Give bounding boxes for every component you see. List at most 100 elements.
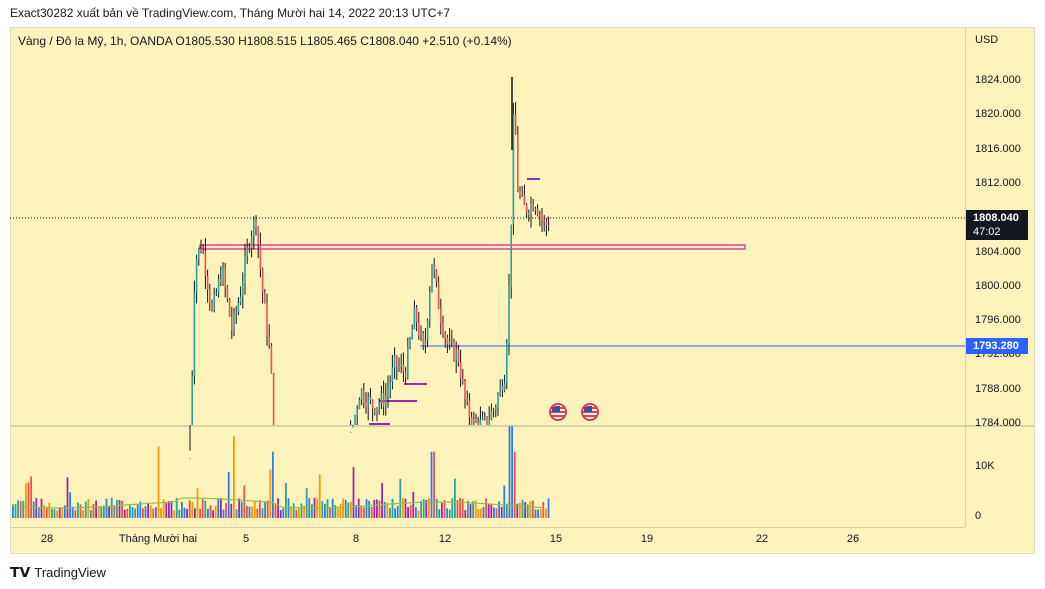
volume-bar [131,507,134,518]
candle-body [459,362,462,379]
candle-body [534,208,537,211]
volume-bar [272,451,274,518]
volume-bar [64,505,66,518]
volume-bar [480,508,482,518]
candle-body [464,380,466,399]
volume-bar [493,507,495,518]
volume-bar [547,498,550,518]
volume-bar [376,499,378,518]
volume-bar [545,508,547,518]
volume-bar [521,499,524,518]
support-zone[interactable] [199,244,746,250]
price-tick: 1784.000 [975,417,1021,429]
volume-bar [300,503,303,518]
price-tick: 1820.000 [975,108,1021,120]
volume-bar [441,502,443,518]
volume-bar [217,499,220,518]
volume-bar [339,503,342,518]
volume-bar [404,498,407,518]
candle-body [506,343,508,384]
candle-body [530,203,532,215]
candle-body [400,364,402,367]
candle-body [374,409,376,413]
candle-body [475,418,477,422]
volume-bar [201,498,204,518]
volume-bar [233,436,235,518]
volume-bar [331,498,334,518]
candle-body [468,400,471,418]
candle-body [191,376,193,425]
volume-bar [12,504,14,518]
candle-body [440,308,442,323]
volume-bar [142,508,144,518]
volume-bar [74,510,77,518]
volume-bar [485,498,487,518]
volume-bar [446,508,448,518]
volume-bar [324,503,326,518]
volume-bar [45,508,48,518]
candle-body [442,322,444,335]
volume-bar [482,506,485,518]
price-axis[interactable] [965,27,1035,527]
volume-bar [110,497,113,518]
volume-bar [194,508,196,518]
currency-label[interactable]: USD [975,34,999,46]
volume-bar [90,510,92,518]
volume-bar [209,505,212,518]
volume-bar [503,485,506,518]
volume-bar [311,504,313,518]
volume-bar [227,472,230,518]
time-axis[interactable] [10,527,965,554]
candle-body [486,416,488,425]
volume-bar [511,426,513,518]
volume-bar [326,499,329,518]
candle-body [270,345,273,374]
volume-bar [248,506,251,518]
candle-body [547,225,550,226]
candle-body [435,270,438,282]
volume-bar [225,502,227,518]
volume-bar [506,503,508,518]
volume-bar [170,501,173,518]
volume-group [11,426,550,518]
volume-bar [51,509,53,518]
time-tick: 8 [352,533,360,545]
candle-body [235,311,237,313]
tradingview-logo[interactable]: 𝗧𝗩 TradingView [10,564,106,581]
volume-bar [266,500,269,518]
candle-body [365,402,367,408]
chart-pane[interactable] [10,27,1035,554]
volume-bar [513,451,516,518]
volume-bar [383,501,386,518]
candle-body [200,248,202,252]
volume-bar [381,483,383,518]
candle-body [517,134,519,192]
candle-body [528,213,530,215]
volume-bar [542,501,545,518]
candle-body [393,356,396,368]
volume-bar [40,498,43,518]
symbol-info: Vàng / Đô la Mỹ, 1h, OANDA O1805.530 H18… [18,34,512,48]
volume-bar [175,497,178,518]
volume-bar [352,467,355,518]
volume-bar [32,501,35,518]
candle-body [237,303,240,312]
candle-body [268,336,270,346]
us-flag-icon[interactable] [581,403,599,421]
price-tick: 1800.000 [975,280,1021,292]
volume-bar [295,509,298,518]
volume-bar [160,507,162,518]
volume-bar [82,509,84,518]
volume-bar [334,505,337,518]
candle-body [429,291,431,321]
volume-bar [79,504,82,518]
volume-bar [357,498,360,518]
candle-body [490,410,493,420]
volume-bar [53,509,56,518]
candle-body [420,333,422,336]
candle-body [213,293,215,310]
us-flag-icon[interactable] [549,403,567,421]
countdown: 47:02 [973,226,1001,238]
candle-body [451,340,453,342]
